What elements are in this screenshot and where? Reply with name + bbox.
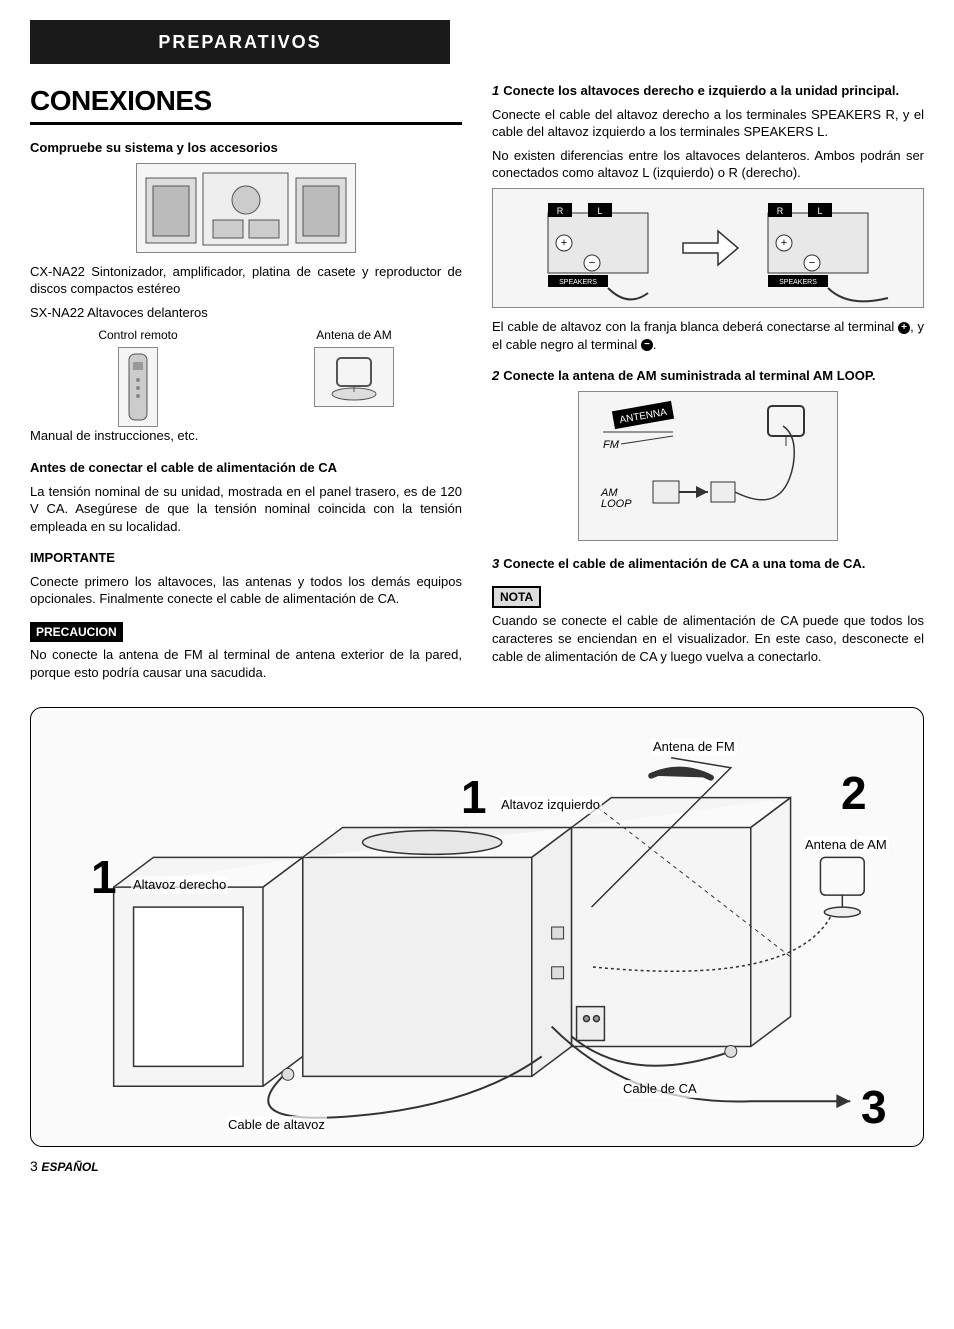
diag-label-left-speaker: Altavoz izquierdo xyxy=(499,796,602,814)
note-section: NOTA Cuando se conecte el cable de alime… xyxy=(492,586,924,665)
important-heading: IMPORTANTE xyxy=(30,549,462,567)
svg-text:L: L xyxy=(817,206,822,216)
diag-label-speaker-cable: Cable de altavoz xyxy=(226,1116,327,1134)
step-3-title-text: Conecte el cable de alimentación de CA a… xyxy=(503,556,865,571)
step-1-title-text: Conecte los altavoces derecho e izquierd… xyxy=(503,83,899,98)
accessory-remote: Control remoto xyxy=(30,327,246,427)
svg-text:R: R xyxy=(777,206,784,216)
svg-text:AMLOOP: AMLOOP xyxy=(600,487,632,510)
minus-terminal-icon: − xyxy=(641,339,653,351)
step-3-section: 3 Conecte el cable de alimentación de CA … xyxy=(492,555,924,573)
two-column-layout: CONEXIONES Compruebe su sistema y los ac… xyxy=(30,82,924,695)
caution-badge: PRECAUCION xyxy=(30,622,123,642)
diag-number-2: 2 xyxy=(841,762,867,824)
step-3-number: 3 xyxy=(492,555,499,573)
svg-text:FM: FM xyxy=(603,439,620,451)
accessory-antenna: Antena de AM xyxy=(246,327,462,427)
step-1-after-diagram: El cable de altavoz con la franja blanca… xyxy=(492,318,924,353)
caution-section: PRECAUCION No conecte la antena de FM al… xyxy=(30,622,462,681)
diag-number-1a: 1 xyxy=(91,846,117,908)
am-antenna-illustration xyxy=(314,347,394,407)
remote-illustration xyxy=(118,347,158,427)
diag-label-fm-antenna: Antena de FM xyxy=(651,738,737,756)
antenna-terminal-svg: ANTENNA FM AMLOOP xyxy=(583,396,833,536)
antenna-label: Antena de AM xyxy=(246,327,462,343)
connection-overview-diagram: 1 Altavoz derecho 1 Altavoz izquierdo An… xyxy=(30,707,924,1147)
svg-text:+: + xyxy=(781,237,787,249)
before-connect-heading: Antes de conectar el cable de alimentaci… xyxy=(30,459,462,477)
step1-after-text: El cable de altavoz con la franja blanca… xyxy=(492,319,898,334)
check-system-section: Compruebe su sistema y los accesorios CX… xyxy=(30,139,462,445)
speaker-terminal-svg: R L + − SPEAKERS R L + − SPEAKERS xyxy=(508,193,908,303)
stereo-svg xyxy=(141,168,351,248)
left-column: CONEXIONES Compruebe su sistema y los ac… xyxy=(30,82,462,695)
svg-text:−: − xyxy=(809,257,815,269)
svg-text:−: − xyxy=(589,257,595,269)
speaker-terminal-diagram: R L + − SPEAKERS R L + − SPEAKERS xyxy=(492,188,924,308)
stereo-system-illustration xyxy=(136,163,356,253)
step-1-body-1: Conecte el cable del altavoz derecho a l… xyxy=(492,106,924,141)
remote-label: Control remoto xyxy=(30,327,246,343)
important-section: IMPORTANTE Conecte primero los altavoces… xyxy=(30,549,462,608)
page-language: ESPAÑOL xyxy=(41,1160,98,1174)
diag-label-right-speaker: Altavoz derecho xyxy=(131,876,228,894)
product-description-1: CX-NA22 Sintonizador, amplificador, plat… xyxy=(30,263,462,298)
step1-end-text: . xyxy=(653,337,657,352)
manual-line: Manual de instrucciones, etc. xyxy=(30,427,462,445)
plus-terminal-icon: + xyxy=(898,322,910,334)
step-2-title: 2 Conecte la antena de AM suministrada al… xyxy=(492,367,924,385)
right-column: 1 Conecte los altavoces derecho e izquier… xyxy=(492,82,924,695)
svg-text:L: L xyxy=(597,206,602,216)
diag-number-3: 3 xyxy=(861,1076,887,1138)
accessory-row: Control remoto Antena de AM xyxy=(30,327,462,427)
before-connect-body: La tensión nominal de su unidad, mostrad… xyxy=(30,483,462,536)
step-3-title: 3 Conecte el cable de alimentación de CA … xyxy=(492,555,924,573)
page-number: 3 xyxy=(30,1158,38,1174)
step-2-title-text: Conecte la antena de AM suministrada al … xyxy=(503,368,875,383)
step-2-section: 2 Conecte la antena de AM suministrada al… xyxy=(492,367,924,541)
step-1-section: 1 Conecte los altavoces derecho e izquier… xyxy=(492,82,924,353)
check-system-heading: Compruebe su sistema y los accesorios xyxy=(30,139,462,157)
note-badge: NOTA xyxy=(492,586,541,608)
page-footer: 3 ESPAÑOL xyxy=(30,1157,924,1176)
step-1-number: 1 xyxy=(492,82,499,100)
caution-body: No conecte la antena de FM al terminal d… xyxy=(30,646,462,681)
diag-label-ac-cable: Cable de CA xyxy=(621,1080,699,1098)
product-description-2: SX-NA22 Altavoces delanteros xyxy=(30,304,462,322)
svg-text:R: R xyxy=(557,206,564,216)
step-1-body-2: No existen diferencias entre los altavoc… xyxy=(492,147,924,182)
am-antenna-svg xyxy=(319,352,389,402)
step-2-number: 2 xyxy=(492,367,499,385)
page-title: CONEXIONES xyxy=(30,82,462,125)
header-tab: PREPARATIVOS xyxy=(30,20,450,64)
important-body: Conecte primero los altavoces, las anten… xyxy=(30,573,462,608)
remote-svg xyxy=(123,352,153,422)
note-body: Cuando se conecte el cable de alimentaci… xyxy=(492,612,924,665)
step-1-title: 1 Conecte los altavoces derecho e izquier… xyxy=(492,82,924,100)
diag-number-1b: 1 xyxy=(461,766,487,828)
svg-text:SPEAKERS: SPEAKERS xyxy=(559,279,597,286)
antenna-terminal-diagram: ANTENNA FM AMLOOP xyxy=(578,391,838,541)
svg-text:SPEAKERS: SPEAKERS xyxy=(779,279,817,286)
before-connect-section: Antes de conectar el cable de alimentaci… xyxy=(30,459,462,535)
diag-label-am-antenna: Antena de AM xyxy=(803,836,889,854)
svg-text:+: + xyxy=(561,237,567,249)
